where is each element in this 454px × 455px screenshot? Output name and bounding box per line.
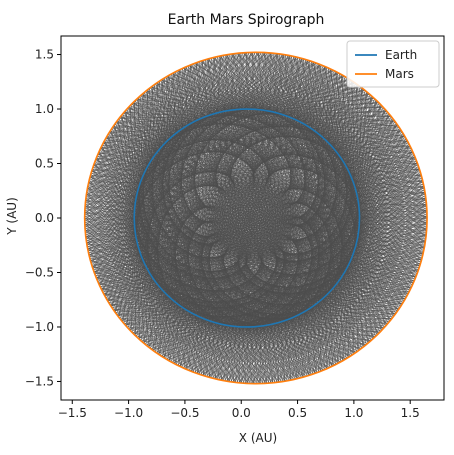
x-tick-label: −1.5: [58, 406, 87, 420]
y-tick-label: 1.5: [35, 48, 54, 62]
chart-title: Earth Mars Spirograph: [168, 12, 325, 28]
x-axis: −1.5 −1.0 −0.5 0.0 0.5 1.0 1.5: [58, 400, 420, 420]
x-tick-label: 1.5: [401, 406, 420, 420]
legend-label-mars: Mars: [385, 67, 414, 81]
x-tick-label: 1.0: [344, 406, 363, 420]
y-tick-label: −0.5: [25, 265, 54, 279]
x-tick-label: −1.0: [114, 406, 143, 420]
series-mars-orbit: [83, 51, 428, 385]
legend: Earth Mars: [346, 40, 440, 88]
x-tick-label: 0.5: [288, 406, 307, 420]
y-tick-label: 0.0: [35, 211, 54, 225]
legend-box: [346, 40, 440, 88]
series-earth-orbit: [133, 108, 361, 328]
y-tick-label: 0.5: [35, 157, 54, 171]
y-tick-label: 1.0: [35, 102, 54, 116]
plot-area: [83, 51, 428, 385]
x-tick-label: −0.5: [170, 406, 199, 420]
y-tick-label: −1.0: [25, 320, 54, 334]
y-axis: −1.5 −1.0 −0.5 0.0 0.5 1.0 1.5: [25, 48, 61, 388]
legend-label-earth: Earth: [385, 48, 417, 62]
x-axis-title: X (AU): [239, 431, 277, 445]
x-tick-label: 0.0: [232, 406, 251, 420]
series-layer: [83, 51, 428, 385]
y-tick-label: −1.5: [25, 374, 54, 388]
y-axis-title: Y (AU): [5, 197, 19, 236]
connector-path: [84, 52, 428, 384]
connector-lines: [84, 52, 428, 384]
